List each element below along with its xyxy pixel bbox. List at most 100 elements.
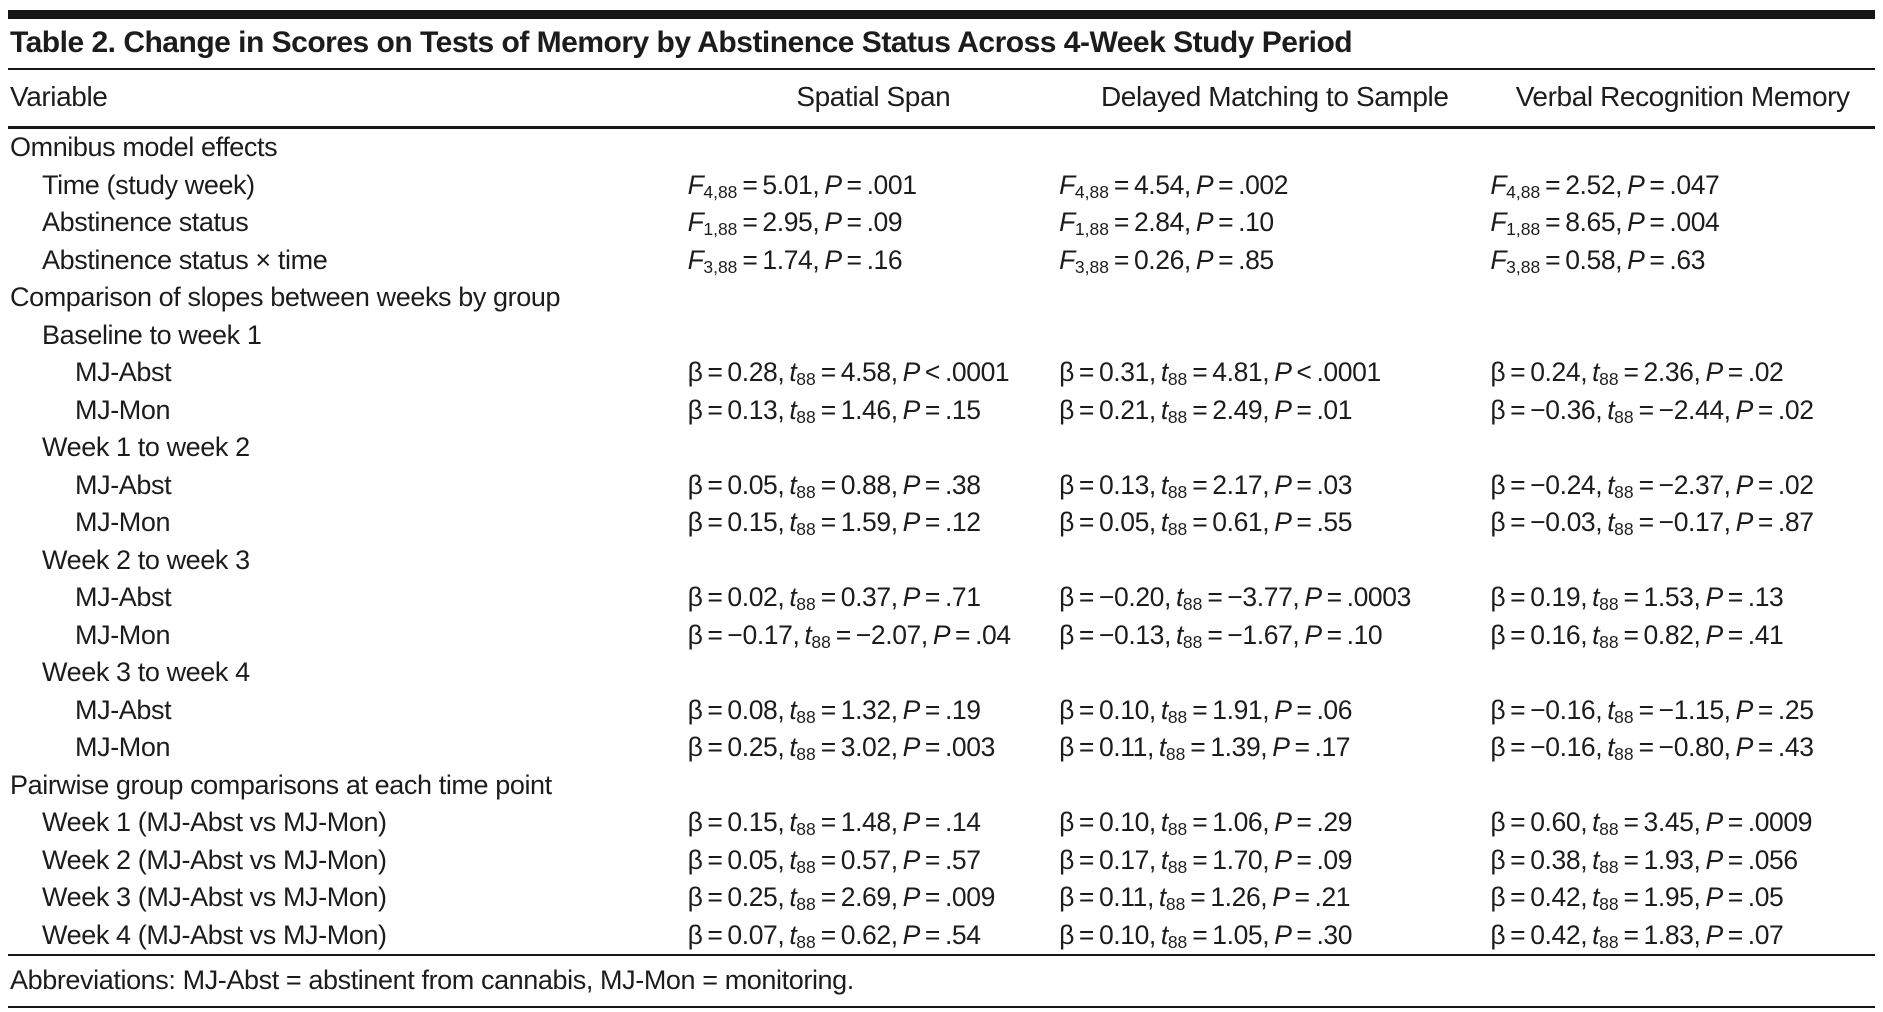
table-footer: Abbreviations: MJ-Abst = abstinent from … [8,954,1875,1008]
stat-cell-spatial-span: β = 0.25, t88 = 2.69, P = .009 [687,882,996,914]
table-row: MJ-Mon β = 0.25, t88 = 3.02, P = .003 β = … [8,729,1875,767]
stat-cell-verbal-recognition [1490,767,1875,805]
stat-cell-delayed-matching: β = 0.11, t88 = 1.39, P = .17 [1059,732,1351,764]
table-row: Abstinence status F1,88 = 2.95, P = .09 F1… [8,204,1875,242]
stat-cell-spatial-span [688,429,1060,467]
stat-cell-spatial-span [688,317,1060,355]
stat-cell-delayed-matching [1059,279,1490,317]
stat-cell-verbal-recognition: β = 0.24, t88 = 2.36, P = .02 [1490,357,1784,389]
stat-cell-spatial-span: F3,88 = 1.74, P = .16 [687,244,903,277]
stat-cell-verbal-recognition [1490,654,1875,692]
table-row: Pairwise group comparisons at each time … [8,767,1875,805]
top-thick-rule [8,10,1875,19]
stat-cell-spatial-span: β = −0.17, t88 = −2.07, P = .04 [687,619,1012,652]
row-label: Week 2 to week 3 [42,544,250,575]
stat-cell-delayed-matching: β = 0.21, t88 = 2.49, P = .01 [1059,394,1353,427]
table-row: Week 1 (MJ-Abst vs MJ-Mon) β = 0.15, t88 … [8,804,1875,842]
table-row: Week 3 to week 4 [8,654,1875,692]
stat-cell-delayed-matching: β = 0.10, t88 = 1.05, P = .30 [1059,919,1353,952]
stat-cell-spatial-span: F4,88 = 5.01, P = .001 [687,169,917,202]
stat-cell-verbal-recognition: β = −0.36, t88 = −2.44, P = .02 [1490,394,1814,427]
stat-cell-verbal-recognition: β = −0.16, t88 = −1.15, P = .25 [1490,694,1814,727]
table-row: MJ-Mon β = 0.15, t88 = 1.59, P = .12 β = 0… [8,504,1875,542]
row-label: Week 4 (MJ-Abst vs MJ-Mon) [42,919,387,950]
stat-cell-verbal-recognition [1490,542,1875,580]
column-header-delayed-matching: Delayed Matching to Sample [1059,70,1491,129]
row-label: MJ-Mon [75,507,171,537]
row-label: Abstinence status × time [42,244,328,275]
row-label: Abstinence status [42,207,249,237]
table-row: Comparison of slopes between weeks by gr… [8,279,1875,317]
memory-scores-table: Variable Spatial Span Delayed Matching to … [8,70,1875,1008]
row-label: MJ-Abst [75,357,172,387]
stat-cell-verbal-recognition: β = −0.16, t88 = −0.80, P = .43 [1490,732,1814,764]
row-label: Baseline to week 1 [42,319,262,350]
table-row: Week 2 (MJ-Abst vs MJ-Mon) β = 0.05, t88 … [8,842,1875,880]
table-row: Week 3 (MJ-Abst vs MJ-Mon) β = 0.25, t88 … [8,879,1875,917]
stat-cell-verbal-recognition: β = 0.42, t88 = 1.83, P = .07 [1490,919,1784,952]
table-row: MJ-Mon β = 0.13, t88 = 1.46, P = .15 β = 0… [8,392,1875,430]
row-label: MJ-Mon [75,732,171,762]
stat-cell-spatial-span: β = 0.02, t88 = 0.37, P = .71 [687,582,981,614]
stat-cell-spatial-span: β = 0.25, t88 = 3.02, P = .003 [687,732,996,764]
stat-cell-delayed-matching [1059,128,1490,167]
table-header: Variable Spatial Span Delayed Matching to … [8,70,1875,129]
stat-cell-delayed-matching: F3,88 = 0.26, P = .85 [1059,244,1274,277]
stat-cell-delayed-matching [1059,429,1490,467]
stat-cell-verbal-recognition: β = 0.19, t88 = 1.53, P = .13 [1490,582,1784,614]
table-row: MJ-Abst β = 0.05, t88 = 0.88, P = .38 β = … [8,467,1875,505]
footnote-row: Abbreviations: MJ-Abst = abstinent from … [8,954,1875,1008]
stat-cell-spatial-span [688,654,1060,692]
stat-cell-delayed-matching: β = 0.10, t88 = 1.91, P = .06 [1059,694,1353,727]
table-row: Time (study week) F4,88 = 5.01, P = .001 F… [8,167,1875,205]
header-row: Variable Spatial Span Delayed Matching to … [8,70,1875,129]
stat-cell-verbal-recognition: β = 0.60, t88 = 3.45, P = .0009 [1490,807,1813,839]
column-header-spatial-span: Spatial Span [687,70,1060,129]
stat-cell-spatial-span: β = 0.13, t88 = 1.46, P = .15 [687,394,981,427]
stat-cell-verbal-recognition: F4,88 = 2.52, P = .047 [1490,169,1720,202]
stat-cell-verbal-recognition: F3,88 = 0.58, P = .63 [1490,244,1706,277]
stat-cell-delayed-matching: β = 0.11, t88 = 1.26, P = .21 [1059,882,1351,914]
table-row: Baseline to week 1 [8,317,1875,355]
row-label: Time (study week) [42,169,255,200]
column-header-verbal-recognition: Verbal Recognition Memory [1490,70,1875,129]
stat-cell-verbal-recognition [1490,317,1875,355]
table-row: Week 1 to week 2 [8,429,1875,467]
stat-cell-verbal-recognition: β = 0.42, t88 = 1.95, P = .05 [1490,882,1784,914]
row-label: MJ-Abst [75,469,172,500]
table-row: Abstinence status × time F3,88 = 1.74, P … [8,242,1875,280]
stat-cell-delayed-matching: β = −0.13, t88 = −1.67, P = .10 [1059,619,1383,652]
stat-cell-spatial-span: β = 0.08, t88 = 1.32, P = .19 [687,694,981,727]
stat-cell-verbal-recognition [1490,429,1875,467]
stat-cell-delayed-matching [1059,654,1490,692]
row-label: Week 3 (MJ-Abst vs MJ-Mon) [42,882,387,912]
table-row: MJ-Mon β = −0.17, t88 = −2.07, P = .04 β =… [8,617,1875,655]
stat-cell-verbal-recognition: β = 0.16, t88 = 0.82, P = .41 [1490,619,1784,652]
stat-cell-delayed-matching: F1,88 = 2.84, P = .10 [1059,207,1274,239]
row-label: Week 1 to week 2 [42,432,250,462]
table-title: Table 2. Change in Scores on Tests of Me… [8,19,1875,70]
row-label: MJ-Abst [75,582,172,612]
row-label: Omnibus model effects [10,132,278,162]
stat-cell-verbal-recognition [1490,128,1875,167]
table-body: Omnibus model effects Time (study week) F4… [8,128,1875,956]
stat-cell-spatial-span: F1,88 = 2.95, P = .09 [687,207,903,239]
stat-cell-spatial-span: β = 0.05, t88 = 0.88, P = .38 [687,469,981,502]
stat-cell-delayed-matching: F4,88 = 4.54, P = .002 [1059,169,1289,202]
abbreviations-note: Abbreviations: MJ-Abst = abstinent from … [8,954,1875,1008]
stat-cell-spatial-span [688,279,1060,317]
stat-cell-delayed-matching [1059,317,1490,355]
stat-cell-delayed-matching: β = 0.17, t88 = 1.70, P = .09 [1059,844,1353,877]
stat-cell-verbal-recognition: F1,88 = 8.65, P = .004 [1490,207,1720,239]
table-row: Week 2 to week 3 [8,542,1875,580]
table-row: MJ-Abst β = 0.08, t88 = 1.32, P = .19 β = … [8,692,1875,730]
stat-cell-spatial-span [688,128,1060,167]
stat-cell-spatial-span [688,542,1060,580]
stat-cell-delayed-matching: β = 0.10, t88 = 1.06, P = .29 [1059,807,1353,839]
stat-cell-spatial-span: β = 0.28, t88 = 4.58, P < .0001 [687,357,1010,389]
table-row: Week 4 (MJ-Abst vs MJ-Mon) β = 0.07, t88 … [8,917,1875,956]
stat-cell-delayed-matching: β = 0.05, t88 = 0.61, P = .55 [1059,507,1353,539]
stat-cell-spatial-span: β = 0.05, t88 = 0.57, P = .57 [687,844,981,877]
table-row: MJ-Abst β = 0.28, t88 = 4.58, P < .0001 β … [8,354,1875,392]
